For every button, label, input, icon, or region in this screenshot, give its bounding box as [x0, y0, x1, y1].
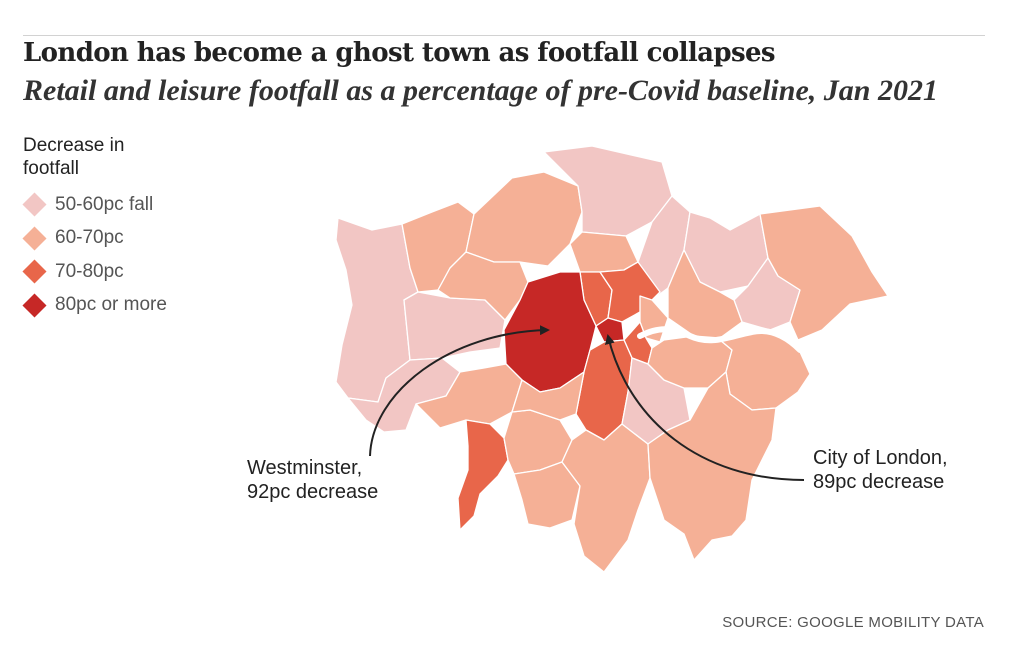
legend-list: 50-60pc fall 60-70pc 70-80pc 80pc or mor… — [22, 188, 263, 323]
legend-label: 60-70pc — [55, 227, 124, 249]
legend-item-50-60: 50-60pc fall — [22, 188, 263, 222]
legend-item-80-plus: 80pc or more — [22, 289, 263, 323]
thames-river — [637, 326, 803, 353]
borough-havering — [759, 205, 889, 341]
borough-city-of-london — [595, 317, 625, 343]
city-annotation: City of London, 89pc decrease — [813, 446, 948, 494]
borough-enfield — [543, 145, 673, 237]
legend-item-60-70: 60-70pc — [22, 222, 263, 256]
legend-item-70-80: 70-80pc — [22, 255, 263, 289]
legend-label: 50-60pc fall — [55, 193, 154, 215]
borough-bromley — [647, 371, 777, 561]
city-arrow — [604, 334, 805, 481]
borough-lewisham — [621, 357, 691, 445]
borough-sutton — [513, 461, 581, 529]
westminster-annotation: Westminster, 92pc decrease — [247, 456, 378, 504]
city-label: City of London, — [813, 447, 948, 469]
chart-subtitle: Retail and leisure footfall as a percent… — [23, 74, 938, 107]
city-value: 89pc decrease — [813, 471, 945, 493]
borough-kingston — [457, 419, 509, 531]
westminster-value: 92pc decrease — [247, 481, 379, 503]
borough-croydon — [561, 423, 651, 573]
westminster-arrow — [369, 325, 550, 457]
legend-label: 80pc or more — [55, 294, 167, 316]
legend-title: Decrease in footfall — [23, 135, 125, 179]
borough-newham — [667, 249, 743, 339]
top-rule — [23, 35, 985, 36]
boroughs — [335, 145, 889, 573]
legend: Decrease in footfall 50-60pc fall 60-70p… — [22, 134, 263, 323]
source-note: SOURCE: GOOGLE MOBILITY DATA — [722, 614, 984, 631]
borough-wandsworth — [511, 371, 585, 421]
borough-brent — [437, 251, 529, 321]
legend-label: 70-80pc — [55, 260, 124, 282]
borough-barnet — [465, 171, 583, 267]
chart-title: London has become a ghost town as footfa… — [23, 38, 776, 68]
borough-haringey — [569, 231, 639, 273]
westminster-label: Westminster, — [247, 457, 363, 479]
